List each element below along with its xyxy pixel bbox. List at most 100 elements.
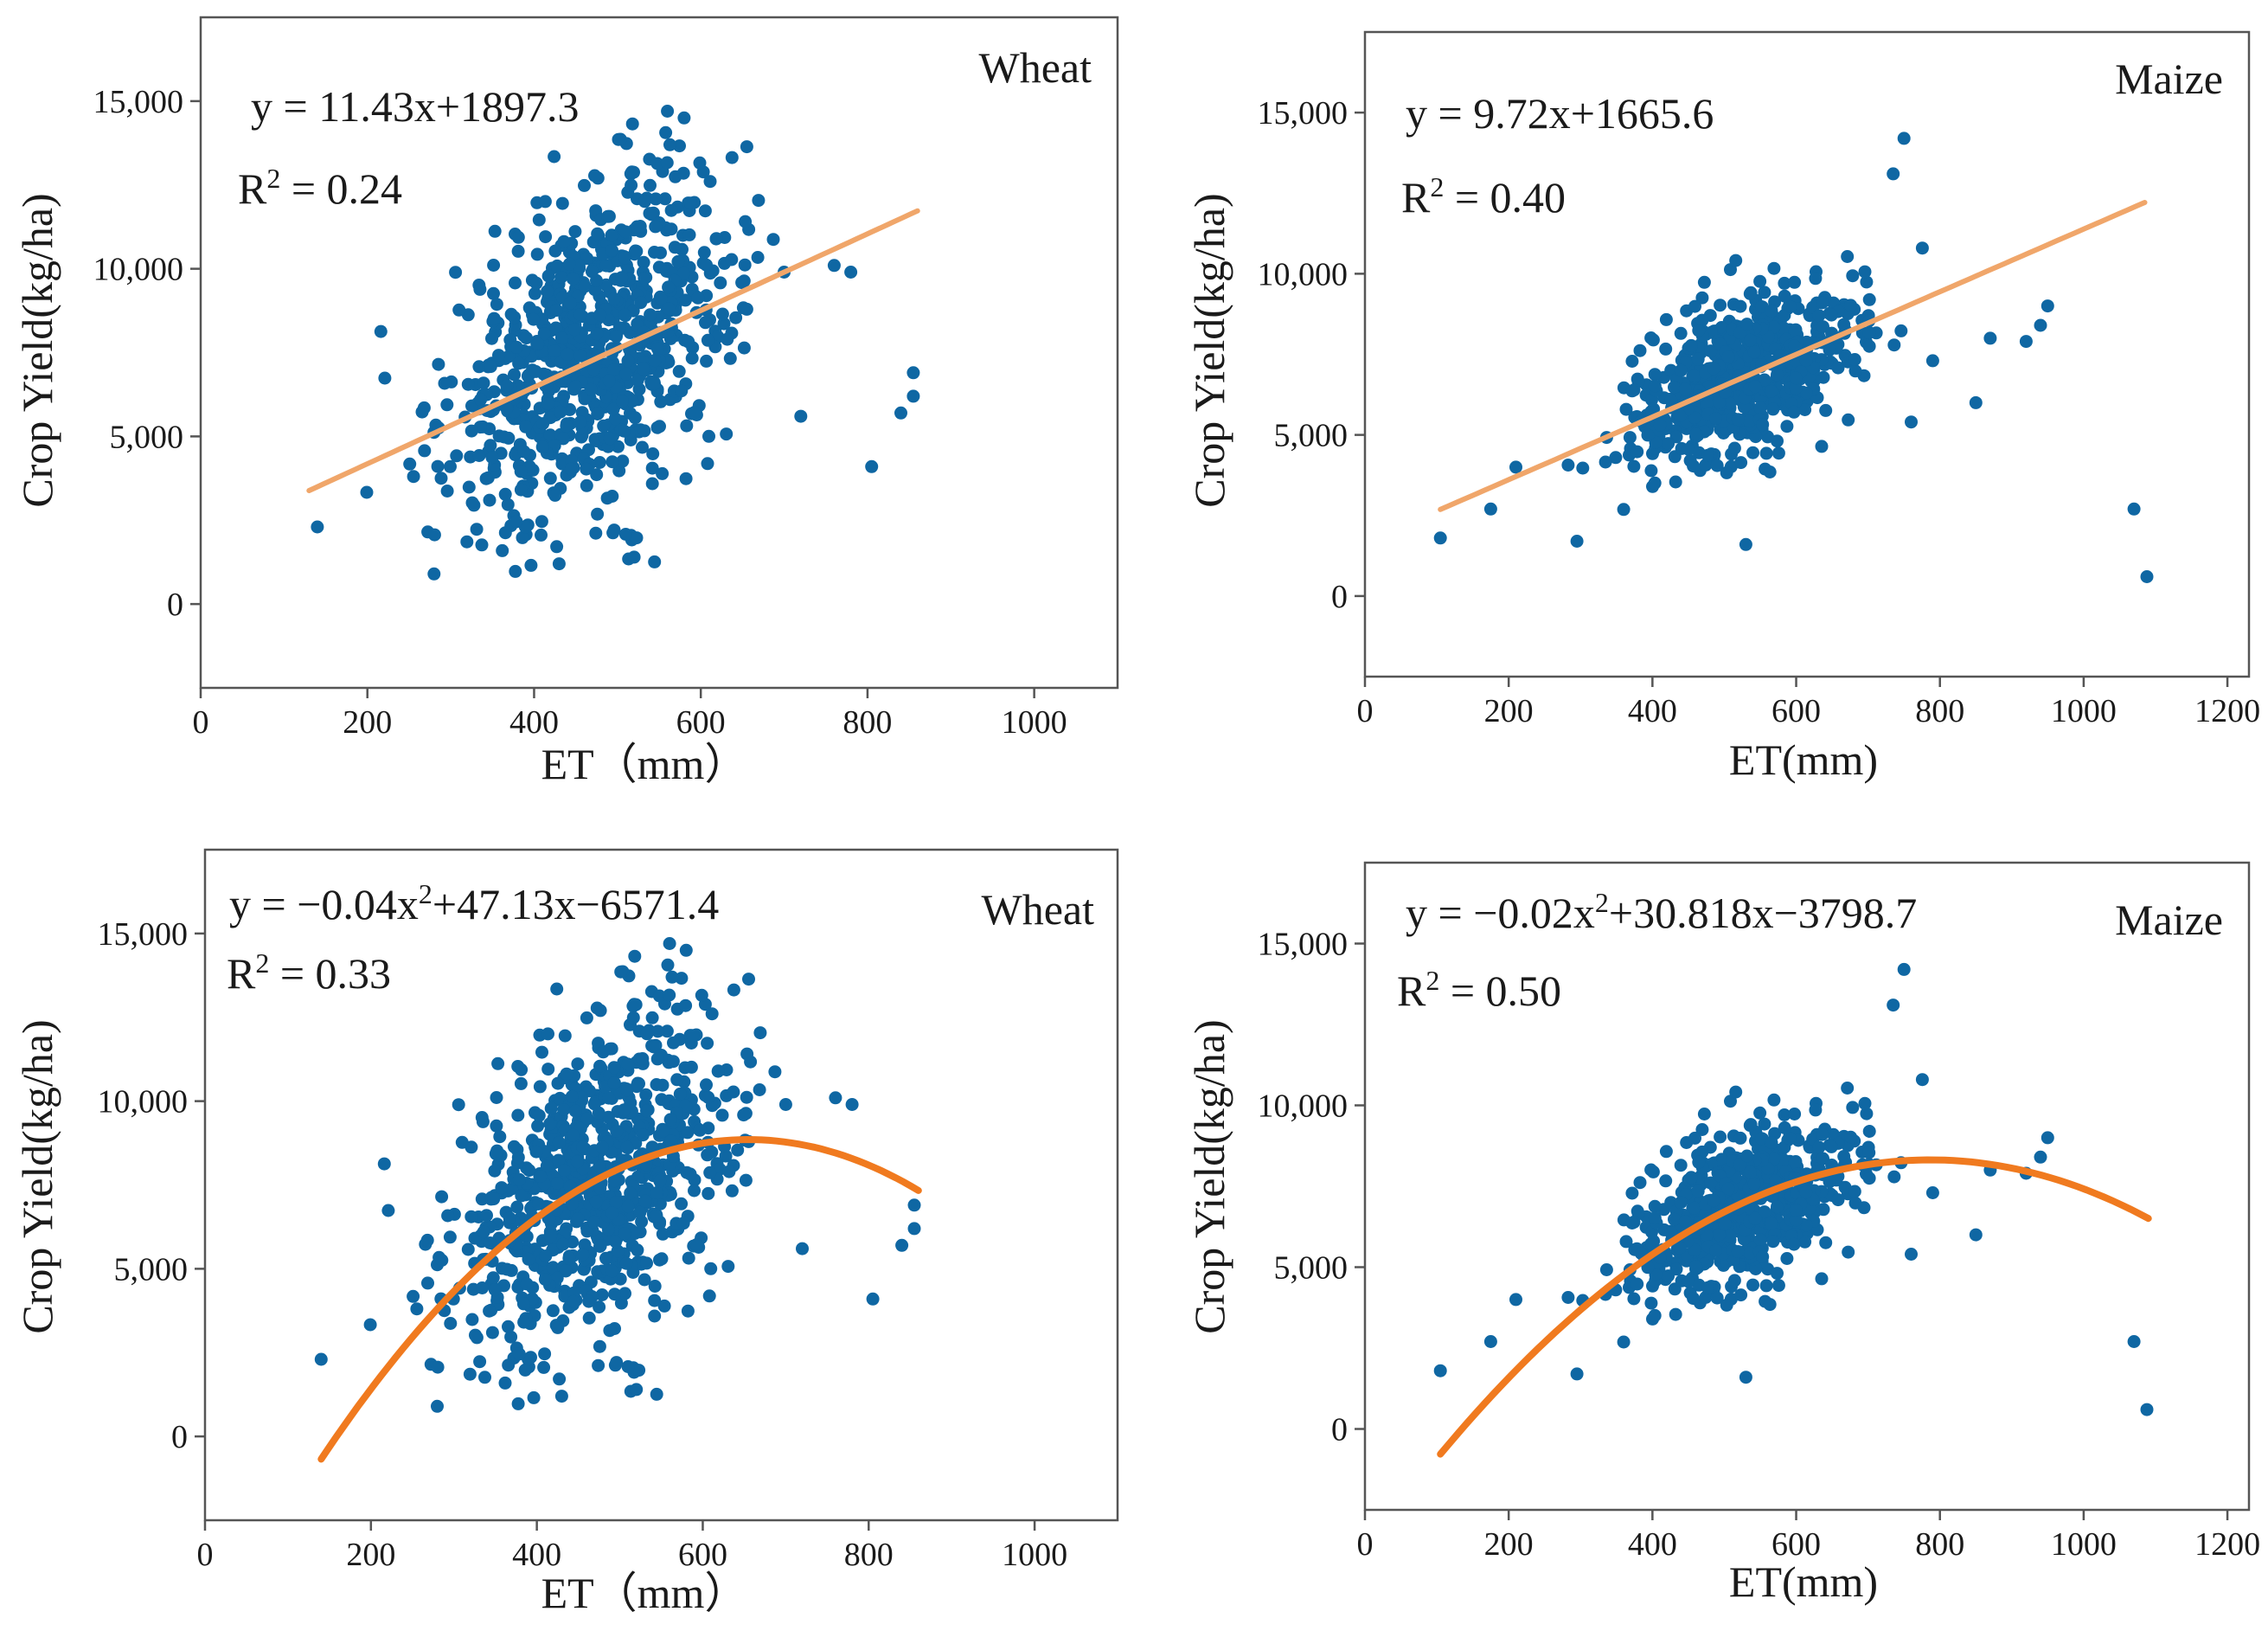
scatter-point	[1644, 331, 1658, 344]
scatter-point	[549, 304, 563, 318]
scatter-point	[655, 1252, 669, 1266]
scatter-point	[621, 1057, 635, 1071]
scatter-point	[487, 286, 500, 300]
scatter-point	[1664, 394, 1678, 408]
scatter-point	[518, 1363, 532, 1377]
scatter-point	[1862, 1172, 1876, 1185]
scatter-point	[546, 1261, 560, 1275]
scatter-point	[1731, 413, 1745, 427]
scatter-point	[1809, 1103, 1823, 1117]
scatter-point	[1509, 460, 1522, 474]
scatter-point	[663, 937, 676, 950]
scatter-point	[593, 1059, 606, 1073]
scatter-point	[1740, 1149, 1754, 1163]
scatter-point	[1846, 269, 1860, 283]
scatter-point	[441, 1209, 455, 1223]
scatter-point	[500, 379, 514, 393]
scatter-point	[654, 395, 668, 408]
scatter-point	[1753, 1233, 1767, 1247]
x-tick-label: 200	[343, 704, 392, 741]
scatter-point	[492, 349, 505, 363]
scatter-point	[605, 244, 618, 257]
x-tick-label: 1200	[2194, 693, 2260, 729]
scatter-point	[618, 308, 631, 322]
x-tick-label: 600	[1771, 693, 1821, 729]
scatter-point	[1800, 335, 1814, 349]
scatter-point	[1788, 324, 1802, 338]
scatter-point	[1687, 1292, 1701, 1306]
scatter-point	[1648, 368, 1662, 382]
scatter-point	[1969, 395, 1983, 409]
scatter-point	[578, 178, 591, 192]
y-tick-label: 10,000	[1258, 1088, 1349, 1125]
scatter-point	[1756, 1250, 1770, 1263]
scatter-point	[1627, 1292, 1641, 1306]
scatter-point	[1837, 318, 1851, 331]
scatter-point	[432, 357, 445, 371]
scatter-point	[1767, 261, 1781, 275]
scatter-point	[645, 1140, 659, 1154]
scatter-point	[1682, 1275, 1695, 1288]
scatter-point	[566, 272, 580, 286]
scatter-point	[586, 1215, 600, 1229]
scatter-point	[580, 1011, 593, 1024]
scatter-point	[1815, 440, 1829, 453]
scatter-point	[736, 301, 750, 315]
scatter-point	[512, 1172, 526, 1186]
scatter-point	[907, 1222, 921, 1236]
scatter-point	[378, 371, 392, 385]
scatter-point	[709, 232, 723, 246]
scatter-point	[510, 1200, 524, 1214]
plot-frame	[1363, 861, 2251, 1512]
scatter-point	[487, 311, 501, 325]
scatter-point	[1860, 1107, 1874, 1121]
scatter-point	[1771, 446, 1785, 460]
scatter-point	[538, 195, 552, 209]
y-axis-title: Crop Yield(kg/ha)	[13, 193, 61, 507]
scatter-point	[1812, 309, 1826, 323]
scatter-point	[682, 335, 695, 349]
plot-frame	[1363, 30, 2251, 678]
scatter-point	[688, 1184, 701, 1198]
scatter-point	[535, 440, 549, 454]
scatter-point	[511, 1397, 525, 1410]
scatter-point	[1619, 1235, 1633, 1249]
scatter-point	[573, 308, 587, 321]
scatter-point	[528, 286, 541, 300]
scatter-point	[567, 323, 581, 337]
scatter-point	[1718, 1217, 1732, 1231]
scatter-point	[1633, 1176, 1647, 1190]
scatter-point	[645, 461, 659, 475]
scatter-point	[554, 331, 568, 345]
scatter-point	[509, 515, 523, 529]
crop-label: Wheat	[979, 43, 1092, 92]
scatter-point	[1673, 409, 1687, 422]
scatter-point	[410, 1302, 424, 1316]
scatter-point	[1905, 415, 1918, 429]
scatter-point	[677, 111, 691, 125]
scatter-point	[597, 419, 611, 433]
scatter-point	[605, 1042, 618, 1056]
scatter-point	[1812, 1140, 1826, 1154]
scatter-point	[632, 1364, 646, 1377]
crop-label: Wheat	[982, 885, 1095, 934]
scatter-point	[1844, 299, 1857, 312]
scatter-point	[661, 958, 675, 972]
scatter-point	[621, 1360, 635, 1373]
scatter-point	[576, 1248, 590, 1262]
scatter-point	[483, 493, 497, 507]
scatter-point	[619, 1256, 633, 1270]
scatter-point	[1753, 274, 1767, 288]
scatter-point	[487, 1192, 501, 1206]
scatter-point	[737, 341, 751, 355]
scatter-point	[636, 1052, 650, 1065]
scatter-point	[1758, 1117, 1771, 1131]
scatter-point	[1767, 320, 1781, 334]
scatter-point	[576, 1140, 590, 1153]
scatter-point	[455, 1135, 469, 1149]
scatter-point	[1731, 1245, 1745, 1258]
scatter-point	[640, 1256, 653, 1270]
scatter-point	[725, 151, 739, 164]
scatter-point	[573, 349, 587, 363]
y-tick-label: 15,000	[1258, 95, 1349, 132]
